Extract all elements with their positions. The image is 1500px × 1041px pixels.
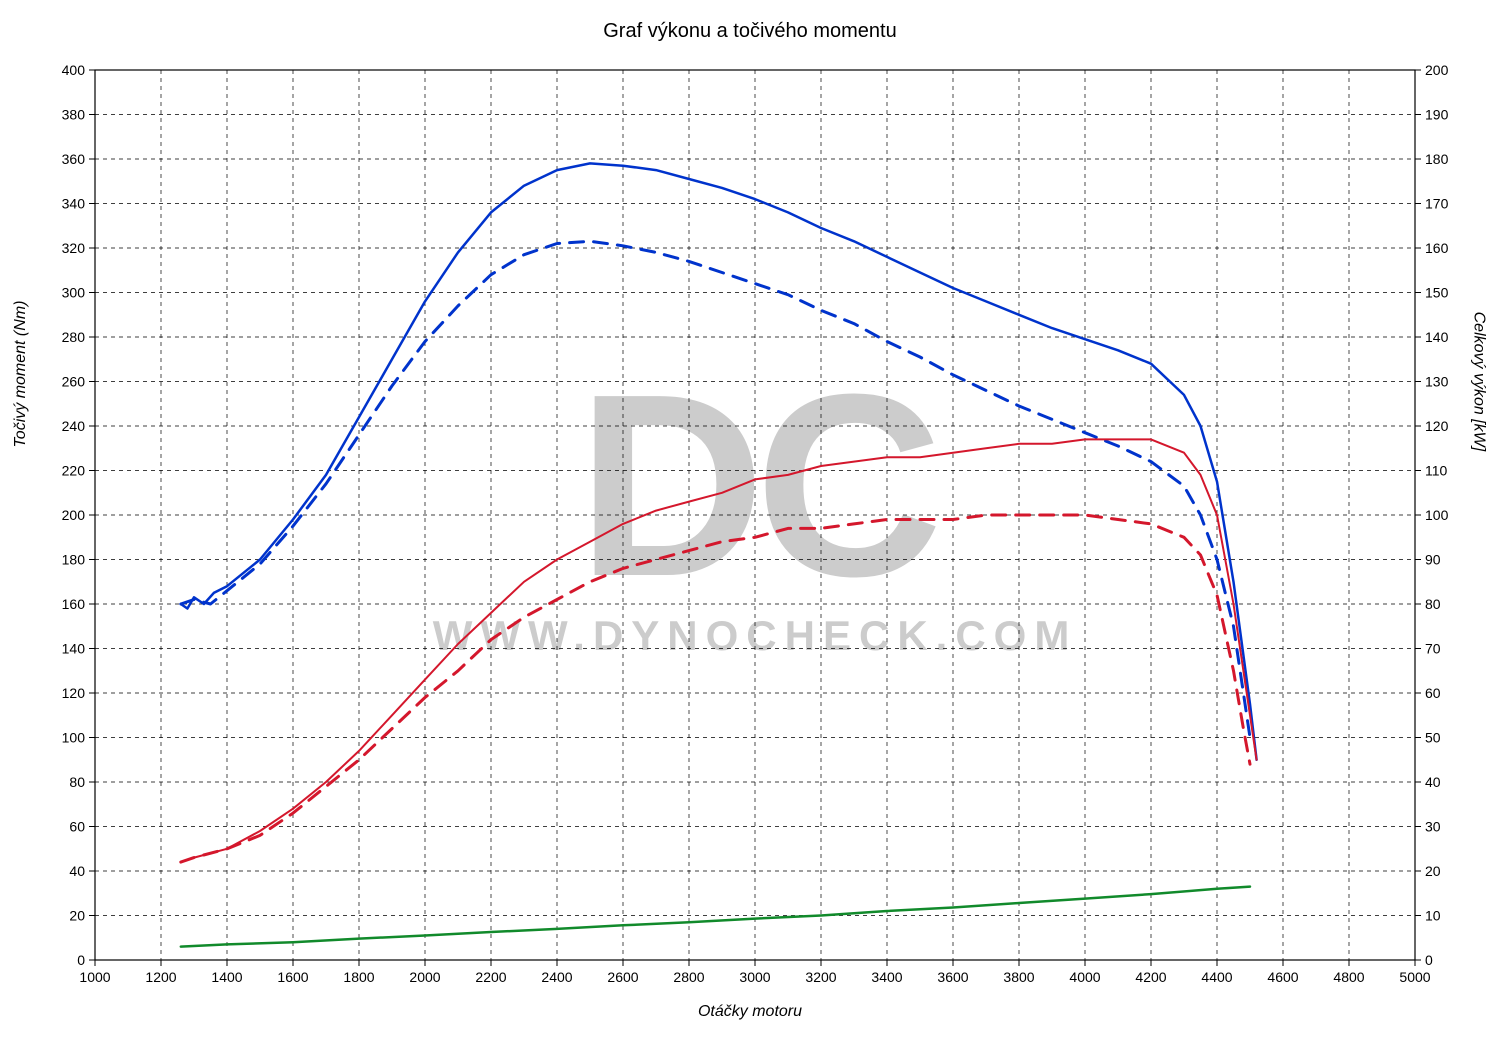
y-right-tick-label: 100 — [1425, 507, 1449, 523]
y-left-tick-label: 400 — [62, 62, 86, 78]
y-left-tick-label: 100 — [62, 730, 86, 746]
y-left-tick-label: 140 — [62, 641, 86, 657]
y-right-tick-label: 120 — [1425, 418, 1449, 434]
y-right-tick-label: 20 — [1425, 863, 1441, 879]
y-left-tick-label: 180 — [62, 552, 86, 568]
x-tick-label: 2000 — [409, 969, 440, 985]
y-right-tick-label: 140 — [1425, 329, 1449, 345]
y-left-tick-label: 200 — [62, 507, 86, 523]
y-left-tick-label: 360 — [62, 151, 86, 167]
y-left-tick-label: 240 — [62, 418, 86, 434]
chart-svg: DCWWW.DYNOCHECK.COM 10001200140016001800… — [0, 0, 1500, 1041]
y-right-tick-label: 70 — [1425, 641, 1441, 657]
y-left-tick-label: 60 — [69, 819, 85, 835]
y-left-tick-label: 300 — [62, 285, 86, 301]
y-right-tick-label: 50 — [1425, 730, 1441, 746]
y-left-tick-label: 220 — [62, 463, 86, 479]
x-tick-label: 1200 — [145, 969, 176, 985]
dyno-chart-page: { "chart": { "type": "line", "title": "G… — [0, 0, 1500, 1041]
watermark-url: WWW.DYNOCHECK.COM — [433, 612, 1078, 659]
y-left-tick-label: 160 — [62, 596, 86, 612]
x-tick-label: 2800 — [673, 969, 704, 985]
x-tick-label: 3800 — [1003, 969, 1034, 985]
y-right-tick-label: 170 — [1425, 196, 1449, 212]
y-left-tick-label: 260 — [62, 374, 86, 390]
x-tick-label: 3000 — [739, 969, 770, 985]
y-right-tick-label: 0 — [1425, 952, 1433, 968]
y-right-tick-label: 180 — [1425, 151, 1449, 167]
y-left-tick-label: 340 — [62, 196, 86, 212]
x-tick-label: 3200 — [805, 969, 836, 985]
x-tick-label: 4400 — [1201, 969, 1232, 985]
y-right-tick-label: 90 — [1425, 552, 1441, 568]
x-tick-label: 3400 — [871, 969, 902, 985]
y-right-tick-label: 190 — [1425, 107, 1449, 123]
y-left-tick-label: 20 — [69, 908, 85, 924]
x-tick-label: 3600 — [937, 969, 968, 985]
y-left-tick-label: 0 — [77, 952, 85, 968]
y-right-tick-label: 60 — [1425, 685, 1441, 701]
y-right-tick-label: 40 — [1425, 774, 1441, 790]
x-tick-label: 4000 — [1069, 969, 1100, 985]
y-right-tick-label: 200 — [1425, 62, 1449, 78]
x-tick-label: 1800 — [343, 969, 374, 985]
x-tick-label: 1000 — [79, 969, 110, 985]
y-right-tick-label: 10 — [1425, 908, 1441, 924]
series-losses — [181, 887, 1250, 947]
x-tick-label: 4200 — [1135, 969, 1166, 985]
y-left-tick-label: 40 — [69, 863, 85, 879]
y-right-tick-label: 110 — [1425, 463, 1448, 479]
y-left-tick-label: 320 — [62, 240, 86, 256]
y-right-tick-label: 80 — [1425, 596, 1441, 612]
y-right-tick-label: 150 — [1425, 285, 1449, 301]
x-tick-label: 2200 — [475, 969, 506, 985]
y-right-tick-label: 160 — [1425, 240, 1449, 256]
x-tick-label: 4600 — [1267, 969, 1298, 985]
y-left-tick-label: 280 — [62, 329, 86, 345]
y-right-tick-label: 130 — [1425, 374, 1449, 390]
watermark-logo: DC — [577, 341, 938, 631]
x-tick-label: 1400 — [211, 969, 242, 985]
y-left-tick-label: 120 — [62, 685, 86, 701]
y-right-tick-label: 30 — [1425, 819, 1441, 835]
x-tick-label: 1600 — [277, 969, 308, 985]
x-tick-label: 2400 — [541, 969, 572, 985]
x-tick-label: 4800 — [1333, 969, 1364, 985]
y-left-tick-label: 80 — [69, 774, 85, 790]
x-tick-label: 5000 — [1399, 969, 1430, 985]
x-tick-label: 2600 — [607, 969, 638, 985]
y-left-tick-label: 380 — [62, 107, 86, 123]
